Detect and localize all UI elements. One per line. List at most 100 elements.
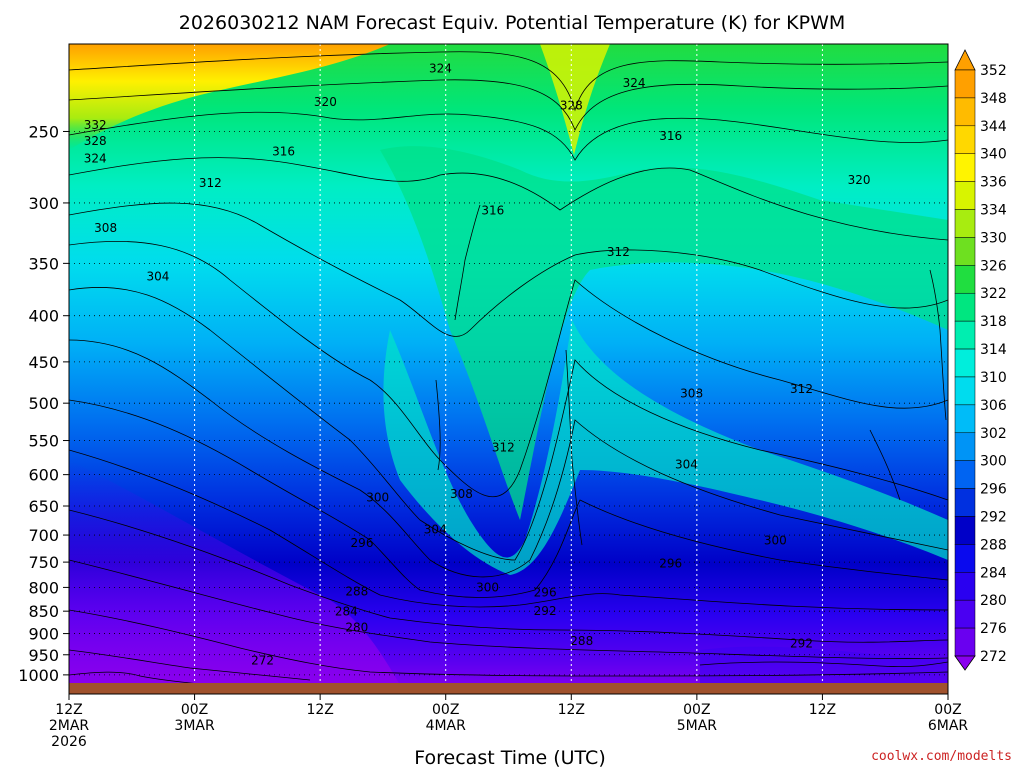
terrain-bar: [69, 683, 948, 694]
colorbar-label: 300: [980, 454, 1007, 470]
contour-label: 324: [623, 76, 646, 90]
y-tick-label: 750: [28, 553, 59, 572]
contour-line: [565, 349, 583, 546]
contour-label: 320: [314, 95, 337, 109]
contour-label: 316: [659, 129, 682, 143]
y-tick-label: 400: [28, 307, 59, 326]
colorbar-swatch: [954, 97, 976, 127]
contour-line: [69, 240, 948, 498]
contour-label: 272: [251, 654, 274, 668]
plot-frame: [68, 43, 949, 695]
y-tick-label: 500: [28, 394, 59, 413]
y-tick-label: 600: [28, 466, 59, 485]
x-tick-label: 4MAR: [426, 718, 467, 734]
contour-label: 300: [764, 534, 787, 548]
colorbar-label: 348: [980, 91, 1007, 107]
warm-upper-core-region: [540, 44, 610, 155]
colorbar-label: 280: [980, 593, 1007, 609]
contour-label: 312: [199, 176, 222, 190]
contour-line: [69, 79, 948, 132]
y-tick-label: 1000: [18, 666, 59, 685]
contour-label: 304: [146, 270, 169, 284]
y-tick-label: 800: [28, 578, 59, 597]
y-tick-label: 300: [28, 194, 59, 213]
contour-line: [69, 111, 948, 161]
contour-label: 308: [450, 487, 473, 501]
colorbar-label: 326: [980, 258, 1007, 274]
colorbar-swatch: [954, 209, 976, 238]
y-tick-label: 850: [28, 602, 59, 621]
contour-line: [69, 202, 948, 337]
colorbar-label: 288: [980, 537, 1007, 553]
colorbar-swatch: [954, 265, 976, 294]
y-tick-label: 450: [28, 353, 59, 372]
colorbar-swatch: [954, 292, 976, 322]
colorbar-label: 292: [980, 509, 1007, 525]
y-tick-label: 350: [28, 254, 59, 273]
contour-line: [699, 661, 948, 668]
colorbar-swatch: [954, 627, 976, 657]
contour-label: 312: [790, 382, 813, 396]
x-tick-label: 00Z: [432, 702, 459, 718]
x-tick-label: 2MAR: [49, 718, 90, 734]
x-tick-label: 3MAR: [174, 718, 215, 734]
colorbar-swatch: [954, 432, 976, 461]
contour-label: 304: [424, 522, 447, 536]
contour-label: 288: [345, 584, 368, 598]
colorbar-swatch: [954, 153, 976, 182]
cold-lower-left-region: [69, 460, 400, 685]
colorbar-swatch: [954, 516, 976, 545]
colorbar-swatch: [954, 376, 976, 406]
x-tick-label: 12Z: [809, 702, 836, 718]
contour-line: [69, 157, 948, 241]
contour-label: 324: [84, 152, 107, 166]
contour-label: 284: [335, 605, 358, 619]
chart-title: 2026030212 NAM Forecast Equiv. Potential…: [179, 12, 846, 34]
contour-label: 304: [675, 458, 698, 472]
contour-line: [435, 379, 441, 471]
y-axis-ticks: 250 300 350 400 450 500 550 600 650 700 750 800 850 9…: [18, 122, 69, 685]
y-tick-label: 250: [28, 122, 59, 141]
x-tick-label: 12Z: [55, 702, 82, 718]
colorbar-label: 352: [980, 63, 1007, 79]
contour-label: 312: [607, 245, 630, 259]
credit-text: coolwx.com/modelts: [871, 749, 1012, 764]
colorbar-label: 322: [980, 286, 1007, 302]
colorbar-label: 284: [980, 565, 1007, 581]
colorbar-swatch: [954, 404, 976, 434]
x-tick-label: 2026: [51, 734, 87, 750]
colorbar-swatch: [954, 572, 976, 601]
contour-label: 324: [429, 62, 452, 76]
colorbar-label: 344: [980, 119, 1007, 135]
colorbar-label: 336: [980, 175, 1007, 191]
colorbar-swatch: [954, 348, 976, 378]
colorbar-swatch: [954, 460, 976, 489]
y-tick-label: 950: [28, 646, 59, 665]
x-tick-label: 6MAR: [928, 718, 969, 734]
contour-label: 280: [345, 620, 368, 634]
contour-label: 300: [476, 580, 499, 594]
contour-line: [69, 399, 948, 598]
colorbar-swatch: [954, 599, 976, 629]
y-tick-label: 700: [28, 526, 59, 545]
x-tick-label: 00Z: [181, 702, 208, 718]
contour-line: [69, 287, 948, 561]
contour-label: 308: [680, 387, 703, 401]
contour-label: 316: [481, 204, 504, 218]
y-tick-label: 900: [28, 625, 59, 644]
plot-area: 3243203323283243163123083043163283243163…: [69, 44, 948, 694]
colorbar-bottom-arrow: [954, 655, 976, 671]
contour-line: [929, 269, 947, 421]
colorbar-label: 272: [980, 649, 1007, 665]
colorbar-swatch: [954, 69, 976, 99]
contour-label: 288: [570, 634, 593, 648]
contour-line: [454, 204, 481, 321]
colorbar-swatch: [954, 320, 976, 350]
contour-label: 292: [790, 636, 813, 650]
contour-label: 332: [84, 118, 107, 132]
y-tick-label: 550: [28, 432, 59, 451]
x-axis-label: Forecast Time (UTC): [414, 747, 605, 768]
contour-label: 292: [534, 604, 557, 618]
contour-line: [69, 559, 948, 659]
